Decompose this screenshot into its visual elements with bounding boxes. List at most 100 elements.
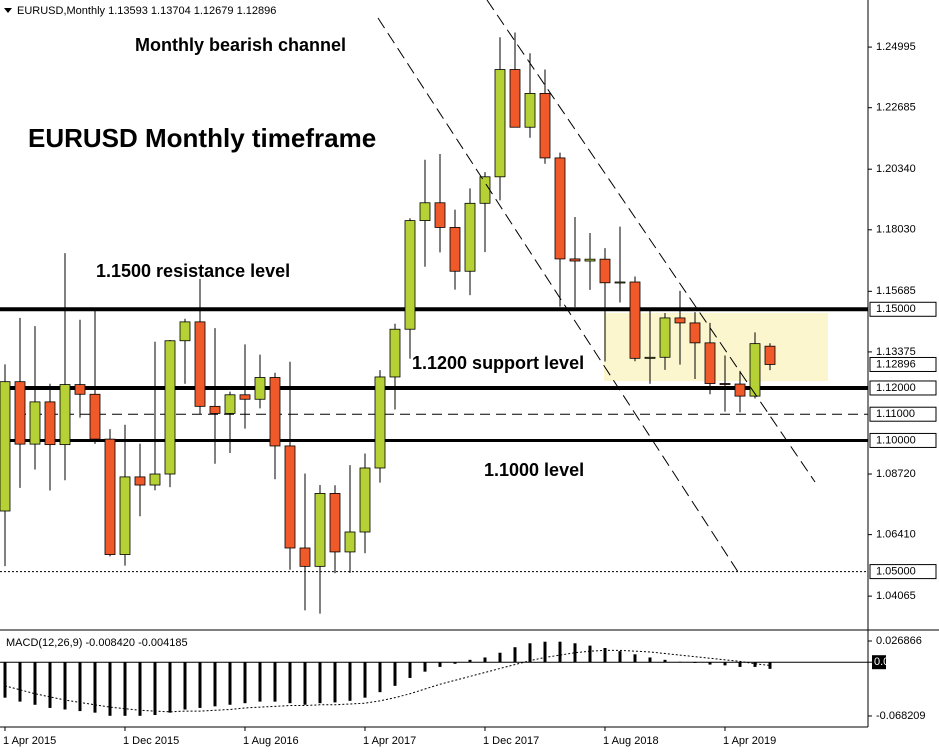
candle-body xyxy=(389,328,401,378)
candle-body xyxy=(89,393,101,440)
candle-body xyxy=(119,476,131,555)
symbol: EURUSD,Monthly xyxy=(17,5,106,17)
candle-body xyxy=(584,258,596,262)
menu-arrow[interactable] xyxy=(4,8,12,13)
y-tick-label: 0.00 xyxy=(874,656,895,668)
candle-body xyxy=(614,281,626,284)
candle-body xyxy=(44,401,56,446)
x-tick-label: 1 Aug 2018 xyxy=(603,735,659,747)
candle-body xyxy=(224,394,236,414)
candle-body xyxy=(404,220,416,330)
open: 1.13593 xyxy=(108,5,148,17)
indicator-main: -0.008420 xyxy=(85,637,135,649)
y-tick-label: 1.06410 xyxy=(876,529,916,541)
candle-body xyxy=(284,445,296,549)
macd-bar xyxy=(183,662,187,710)
macd-bar xyxy=(93,662,97,713)
highlight-zone xyxy=(604,313,828,381)
candle-body xyxy=(179,321,191,342)
macd-bar xyxy=(408,662,412,678)
macd-bar xyxy=(663,659,667,663)
candle-body xyxy=(599,258,611,284)
candle-body xyxy=(314,493,326,567)
x-tick-label: 1 Apr 2019 xyxy=(723,735,776,747)
y-tick-label: 1.20340 xyxy=(876,163,916,175)
macd-bar xyxy=(228,662,232,705)
candle-body xyxy=(674,317,686,324)
candle-body xyxy=(209,405,221,414)
candle-body xyxy=(704,342,716,384)
candle-body xyxy=(509,69,521,128)
candle-body xyxy=(629,281,641,359)
macd-bar xyxy=(423,662,427,672)
candle-body xyxy=(689,322,701,344)
indicator-name: MACD(12,26,9) xyxy=(6,637,82,649)
candle-body xyxy=(374,376,386,469)
macd-bar xyxy=(753,662,757,667)
macd-bar xyxy=(363,662,367,698)
macd-bar xyxy=(738,662,742,667)
annotation: 1.1200 support level xyxy=(412,353,584,373)
level-label: 1.11000 xyxy=(876,408,915,420)
candle-body xyxy=(299,547,311,567)
macd-bar xyxy=(63,662,67,710)
candle-body xyxy=(29,401,41,445)
chart-title: EURUSD Monthly timeframe xyxy=(28,123,376,153)
candle-body xyxy=(59,384,71,446)
macd-bar xyxy=(168,662,172,713)
macd-bar xyxy=(303,662,307,705)
candle-body xyxy=(14,381,26,445)
macd-bar xyxy=(558,641,562,663)
x-tick-label: 1 Dec 2017 xyxy=(483,735,539,747)
indicator-signal: -0.004185 xyxy=(138,637,188,649)
low: 1.12679 xyxy=(194,5,234,17)
macd-bar xyxy=(453,662,457,664)
y-tick-label: 1.04065 xyxy=(876,590,916,602)
macd-bar xyxy=(513,647,517,663)
macd-bar xyxy=(153,662,157,716)
macd-bar xyxy=(393,662,397,686)
macd-bar xyxy=(468,659,472,663)
level-label: 1.15000 xyxy=(876,303,916,315)
macd-bar xyxy=(333,662,337,703)
candle-body xyxy=(449,227,461,272)
macd-bar xyxy=(243,662,247,704)
macd-bar xyxy=(378,662,382,693)
level-label-box xyxy=(869,301,937,317)
macd-bar xyxy=(48,662,52,708)
annotation: 1.1000 level xyxy=(484,460,584,480)
macd-bar xyxy=(708,662,712,665)
candle-body xyxy=(494,69,506,178)
level-label-box xyxy=(869,406,937,422)
y-tick-label: 1.22685 xyxy=(876,102,916,114)
macd-bar xyxy=(123,662,127,716)
high: 1.13704 xyxy=(151,5,191,17)
x-tick-label: 1 Apr 2015 xyxy=(3,735,56,747)
macd-bar xyxy=(573,643,577,663)
macd-bar xyxy=(258,662,262,702)
macd-bar xyxy=(528,643,532,663)
close: 1.12896 xyxy=(237,5,277,17)
candle-body xyxy=(194,321,206,407)
macd-bar xyxy=(633,654,637,663)
signal-line xyxy=(4,649,771,713)
channel-line xyxy=(486,0,816,483)
macd-bar xyxy=(33,662,37,705)
y-tick-label: 1.15685 xyxy=(876,285,916,297)
macd-bar xyxy=(138,662,142,716)
macd-bar xyxy=(3,662,7,698)
candle-body xyxy=(104,438,116,555)
level-label-box xyxy=(869,380,937,396)
macd-bar xyxy=(543,641,547,663)
channel-line xyxy=(377,17,741,576)
macd-bar xyxy=(108,662,112,716)
candle-body xyxy=(134,476,146,486)
macd-bar xyxy=(498,652,502,663)
level-label-box xyxy=(869,564,937,580)
candle-body xyxy=(359,467,371,533)
y-tick-label: 1.18030 xyxy=(876,224,916,236)
marks xyxy=(0,32,868,716)
candle-body xyxy=(0,381,11,512)
macd-bar xyxy=(18,662,22,702)
level-label-box xyxy=(869,432,937,448)
